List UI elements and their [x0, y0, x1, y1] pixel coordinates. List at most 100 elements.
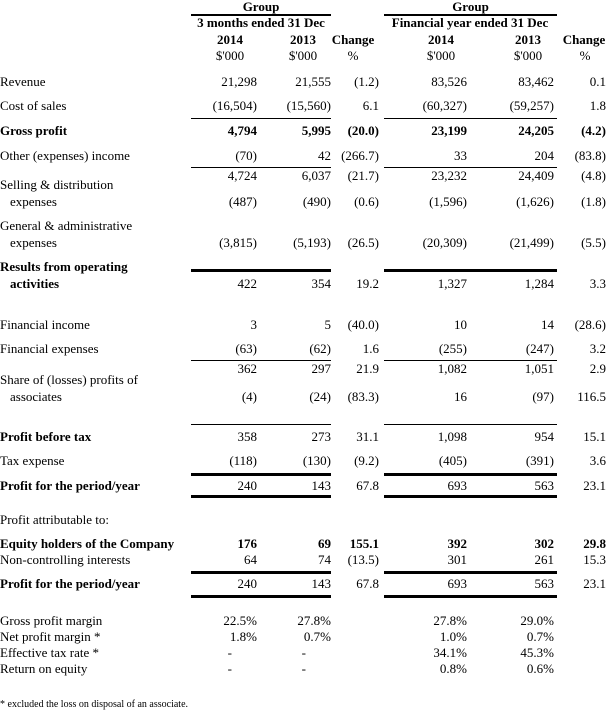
- q2014-value: 4,794: [227, 123, 257, 138]
- fy2013-value: (1,626): [516, 194, 554, 209]
- row-label: Tax expense: [0, 453, 65, 468]
- fy2013-value: 954: [534, 429, 555, 444]
- row-label: Non-controlling interests: [0, 552, 131, 567]
- fy2014-value: 34.1%: [433, 645, 467, 660]
- fy2013-value: 0.7%: [526, 629, 554, 644]
- q2014-value: 1.8%: [229, 629, 257, 644]
- fy2014-value: 33: [454, 148, 467, 163]
- divider: [191, 495, 331, 498]
- unit-header: $'000: [215, 48, 245, 63]
- fy2013-value: 261: [534, 552, 555, 567]
- q2014-value: (16,504): [212, 98, 257, 113]
- pct-header: %: [347, 48, 359, 63]
- q-change-value: (266.7): [341, 148, 379, 163]
- fy2013-value: 24,409: [518, 168, 554, 183]
- fy2013-value: 1,284: [524, 276, 554, 291]
- row-label: Profit attributable to:: [0, 512, 110, 527]
- row-label: Return on equity: [0, 661, 88, 676]
- row-label: Results from operating: [0, 259, 128, 274]
- fy2013-value: 204: [534, 148, 555, 163]
- fy2014-value: (20,309): [422, 235, 467, 250]
- q-change-value: 67.8: [356, 478, 379, 493]
- group-header-quarter: Group: [242, 0, 280, 14]
- fy2014-value: 0.8%: [439, 661, 467, 676]
- fy-change-value: 23.1: [583, 478, 606, 493]
- fy2014-value: 83,526: [431, 74, 467, 89]
- fy-change-value: (83.8): [574, 148, 606, 163]
- q2013-value: 354: [311, 276, 332, 291]
- q2014-value: 4,724: [227, 168, 257, 183]
- q2014-value: (3,815): [219, 235, 257, 250]
- footnote: * excluded the loss on disposal of an as…: [0, 699, 189, 710]
- q2013-value: 0.7%: [303, 629, 331, 644]
- row-label: Effective tax rate *: [0, 645, 100, 660]
- q-change-value: 155.1: [349, 536, 379, 551]
- fy-change-value: 2.9: [589, 361, 606, 376]
- q2013-value: 5: [324, 317, 332, 332]
- row-label: Profit for the period/year: [0, 478, 140, 493]
- row-label: Financial income: [0, 317, 90, 332]
- fy2013-value: 24,205: [518, 123, 554, 138]
- q2013-value: -: [301, 645, 306, 660]
- q2014-value: -: [227, 645, 232, 660]
- fy-change-value: (5.5): [581, 235, 606, 250]
- q-change-value: 6.1: [362, 98, 379, 113]
- row-label: Profit before tax: [0, 429, 92, 444]
- fy2013-value: (391): [525, 453, 554, 468]
- q-change-value: 1.6: [362, 341, 379, 356]
- q2014-value: 3: [250, 317, 258, 332]
- q2013-value: 297: [311, 361, 332, 376]
- q2014-value: -: [227, 661, 232, 676]
- q2014-value: 358: [237, 429, 258, 444]
- row-label: Profit for the period/year: [0, 576, 140, 591]
- fy2014-value: 1,082: [437, 361, 467, 376]
- divider: [384, 14, 557, 16]
- q-change-value: (20.0): [347, 123, 379, 138]
- q2013-value: 6,037: [301, 168, 331, 183]
- fy-change-value: (4.2): [581, 123, 606, 138]
- q2014-value: 64: [244, 552, 257, 567]
- q2013-value: (24): [309, 389, 331, 404]
- fy2013-value: (59,257): [509, 98, 554, 113]
- fy-change-value: (1.8): [581, 194, 606, 209]
- fy2013-value: 14: [541, 317, 554, 332]
- fy2014-value: (60,327): [422, 98, 467, 113]
- q2013-value: (62): [309, 341, 331, 356]
- q2014-value: (118): [229, 453, 257, 468]
- year-header: 2014: [217, 32, 243, 47]
- row-label: Financial expenses: [0, 341, 99, 356]
- fy-change-value: 116.5: [577, 389, 606, 404]
- fy2014-value: 1,098: [437, 429, 467, 444]
- fy2014-value: 1,327: [437, 276, 467, 291]
- fy-change-value: (4.8): [581, 168, 606, 183]
- q2013-value: 5,995: [301, 123, 331, 138]
- row-label: Other (expenses) income: [0, 148, 130, 163]
- fy2013-value: 29.0%: [520, 613, 554, 628]
- divider: [384, 424, 557, 425]
- fy-change-value: 0.1: [589, 74, 606, 89]
- unit-header: $'000: [426, 48, 456, 63]
- fy2013-value: 563: [534, 478, 555, 493]
- q2014-value: 240: [237, 478, 258, 493]
- row-label: expenses: [10, 194, 57, 209]
- fy2014-value: 301: [447, 552, 468, 567]
- divider: [384, 269, 557, 272]
- row-label: General & administrative: [0, 218, 133, 233]
- fy2013-value: 563: [534, 576, 555, 591]
- divider: [384, 118, 557, 119]
- q2014-value: (70): [235, 148, 257, 163]
- row-label: Selling & distribution: [0, 177, 114, 192]
- q2013-value: 143: [311, 478, 332, 493]
- fy-change-value: 29.8: [583, 536, 606, 551]
- divider: [191, 167, 331, 168]
- q-change-value: (21.7): [347, 168, 379, 183]
- divider: [191, 360, 331, 361]
- fy2013-value: 83,462: [518, 74, 554, 89]
- row-label: activities: [10, 276, 60, 291]
- row-label: Revenue: [0, 74, 46, 89]
- divider: [191, 595, 331, 598]
- fy-change-value: (28.6): [574, 317, 606, 332]
- divider: [191, 571, 331, 574]
- year-header: 2014: [428, 32, 454, 47]
- q-change-value: (1.2): [354, 74, 379, 89]
